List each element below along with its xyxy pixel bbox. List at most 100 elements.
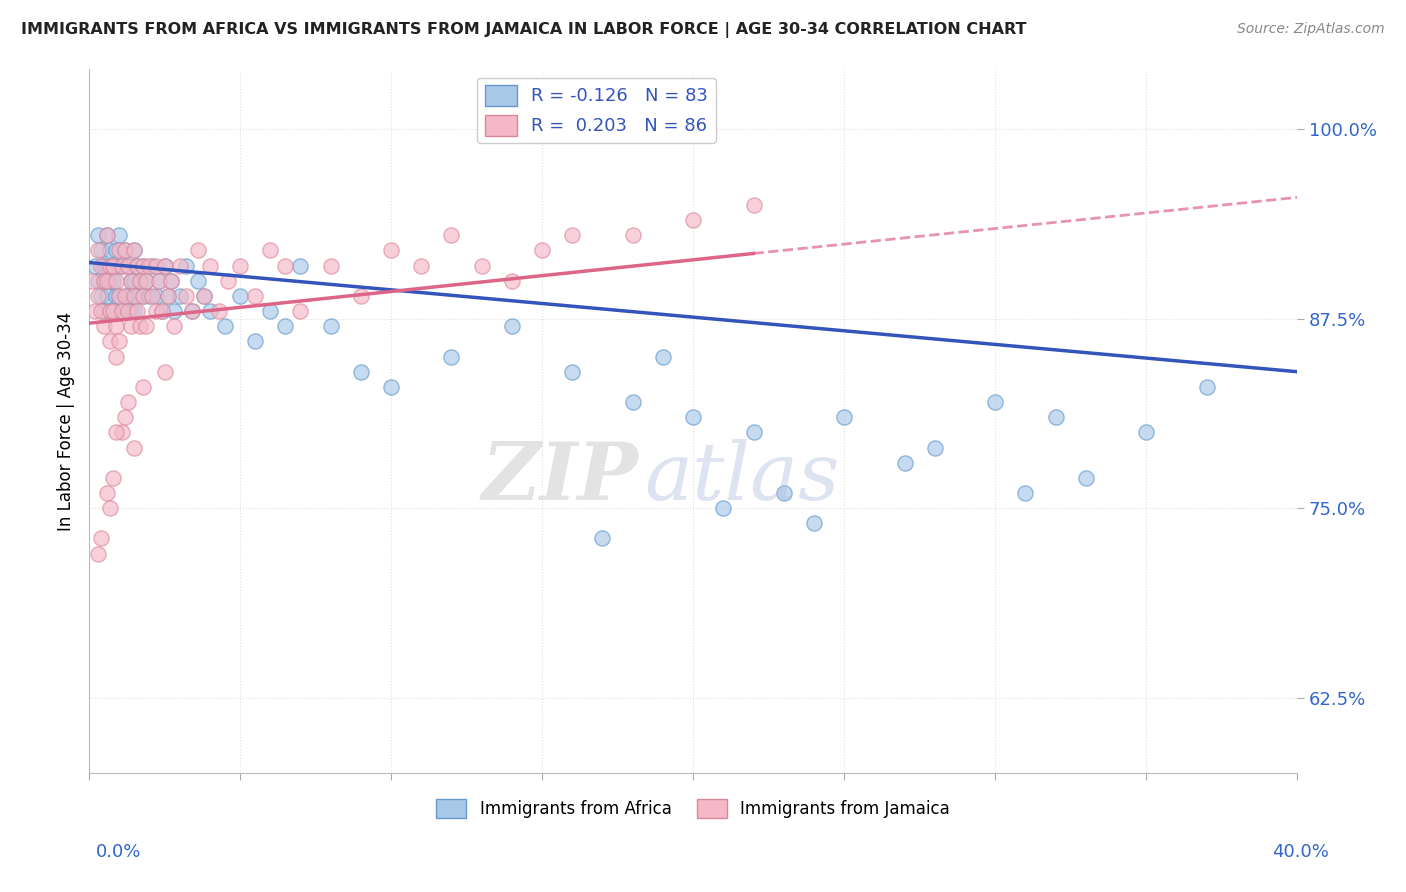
Point — [117, 289, 139, 303]
Point — [984, 395, 1007, 409]
Point — [87, 547, 110, 561]
Point — [84, 304, 107, 318]
Point — [1014, 486, 1036, 500]
Point — [259, 244, 281, 258]
Point — [145, 304, 167, 318]
Point — [120, 274, 142, 288]
Point — [169, 289, 191, 303]
Point — [1074, 471, 1097, 485]
Point — [90, 304, 112, 318]
Point — [682, 213, 704, 227]
Point — [132, 259, 155, 273]
Point — [98, 334, 121, 349]
Point — [135, 274, 157, 288]
Point — [150, 304, 173, 318]
Point — [114, 289, 136, 303]
Point — [87, 228, 110, 243]
Point — [111, 259, 134, 273]
Point — [93, 274, 115, 288]
Point — [117, 304, 139, 318]
Point — [162, 304, 184, 318]
Point — [135, 319, 157, 334]
Point — [127, 289, 149, 303]
Point — [103, 259, 125, 273]
Point — [108, 334, 131, 349]
Point — [440, 228, 463, 243]
Point — [96, 228, 118, 243]
Point — [187, 244, 209, 258]
Point — [132, 289, 155, 303]
Point — [214, 319, 236, 334]
Point — [141, 259, 163, 273]
Point — [124, 441, 146, 455]
Point — [501, 274, 523, 288]
Point — [132, 380, 155, 394]
Point — [127, 259, 149, 273]
Point — [621, 395, 644, 409]
Point — [111, 425, 134, 440]
Point — [93, 274, 115, 288]
Point — [380, 380, 402, 394]
Point — [105, 350, 128, 364]
Point — [1195, 380, 1218, 394]
Point — [319, 259, 342, 273]
Point — [111, 304, 134, 318]
Point — [87, 244, 110, 258]
Point — [561, 228, 583, 243]
Point — [120, 304, 142, 318]
Point — [198, 259, 221, 273]
Point — [90, 259, 112, 273]
Point — [243, 289, 266, 303]
Point — [651, 350, 673, 364]
Point — [108, 289, 131, 303]
Point — [145, 289, 167, 303]
Point — [742, 425, 765, 440]
Point — [198, 304, 221, 318]
Point — [259, 304, 281, 318]
Point — [153, 259, 176, 273]
Point — [84, 259, 107, 273]
Point — [156, 289, 179, 303]
Point — [592, 532, 614, 546]
Point — [169, 259, 191, 273]
Point — [103, 274, 125, 288]
Text: ZIP: ZIP — [482, 439, 638, 516]
Point — [290, 259, 312, 273]
Point — [117, 259, 139, 273]
Point — [103, 304, 125, 318]
Point — [243, 334, 266, 349]
Point — [105, 425, 128, 440]
Text: 0.0%: 0.0% — [96, 843, 141, 861]
Point — [93, 319, 115, 334]
Point — [772, 486, 794, 500]
Point — [132, 259, 155, 273]
Text: 40.0%: 40.0% — [1272, 843, 1329, 861]
Point — [193, 289, 215, 303]
Point — [105, 289, 128, 303]
Point — [80, 274, 103, 288]
Point — [124, 274, 146, 288]
Point — [108, 289, 131, 303]
Point — [129, 274, 152, 288]
Point — [98, 274, 121, 288]
Point — [114, 244, 136, 258]
Point — [153, 365, 176, 379]
Point — [471, 259, 494, 273]
Point — [114, 289, 136, 303]
Point — [229, 289, 252, 303]
Point — [138, 289, 160, 303]
Text: atlas: atlas — [645, 439, 841, 516]
Point — [561, 365, 583, 379]
Point — [711, 501, 734, 516]
Point — [319, 319, 342, 334]
Point — [96, 289, 118, 303]
Point — [111, 259, 134, 273]
Point — [148, 274, 170, 288]
Point — [103, 259, 125, 273]
Point — [893, 456, 915, 470]
Point — [114, 244, 136, 258]
Text: Source: ZipAtlas.com: Source: ZipAtlas.com — [1237, 22, 1385, 37]
Point — [98, 501, 121, 516]
Point — [124, 244, 146, 258]
Point — [98, 304, 121, 318]
